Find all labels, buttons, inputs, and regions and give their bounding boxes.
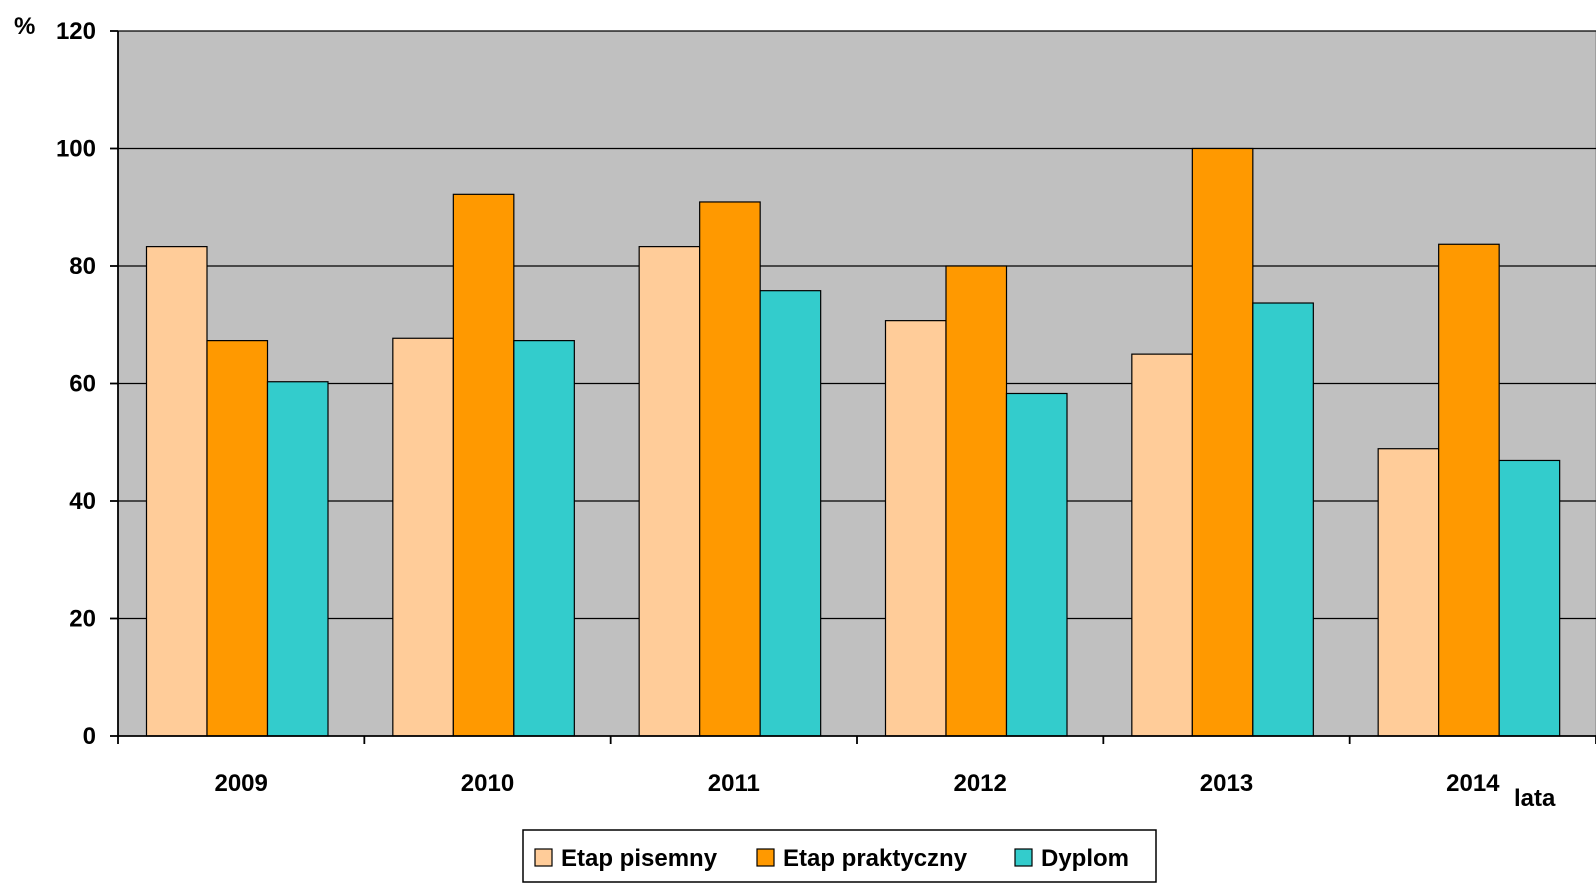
bar-etap-pisemny-2013 — [1131, 353, 1193, 737]
legend-label-etap-pisemny: Etap pisemny — [561, 845, 718, 872]
bar-dyplom-2010 — [513, 340, 575, 737]
axes — [110, 30, 1596, 744]
bar-etap-pisemny-2011 — [638, 246, 701, 737]
bar-etap-praktyczny-2011 — [699, 201, 761, 737]
y-tick-label: 100 — [56, 136, 96, 163]
y-tick-label: 40 — [69, 488, 96, 515]
bar-etap-pisemny-2010 — [392, 337, 454, 737]
y-tick-label: 0 — [83, 723, 96, 750]
x-tick-label: 2012 — [953, 770, 1006, 797]
bar-dyplom-2012 — [1005, 392, 1068, 737]
y-tick-label: 60 — [69, 371, 96, 398]
legend-label-etap-praktyczny: Etap praktyczny — [783, 845, 968, 872]
bar-etap-praktyczny-2014 — [1438, 243, 1500, 737]
legend: Etap pisemny Etap praktyczny Dyplom — [522, 829, 1157, 883]
legend-box — [522, 829, 1157, 883]
bar-etap-praktyczny-2013 — [1191, 147, 1254, 737]
x-axis-title: lata — [1514, 785, 1556, 812]
bars — [145, 147, 1561, 737]
bar-etap-pisemny-2012 — [884, 320, 947, 737]
y-tick-labels: 0 20 40 60 80 100 120 — [56, 18, 96, 750]
y-axis-title: % — [14, 13, 35, 40]
x-tick-labels: 2009 2010 2011 2012 2013 2014 — [214, 770, 1500, 797]
bar-etap-praktyczny-2010 — [452, 193, 515, 737]
legend-swatch-etap-pisemny — [534, 848, 553, 867]
legend-label-dyplom: Dyplom — [1041, 845, 1129, 872]
bar-dyplom-2011 — [759, 290, 822, 737]
x-tick-label: 2009 — [214, 770, 267, 797]
bar-etap-praktyczny-2012 — [945, 265, 1008, 737]
y-tick-label: 20 — [69, 606, 96, 633]
y-tick-label: 80 — [69, 253, 96, 280]
bar-dyplom-2013 — [1252, 302, 1314, 737]
x-tick-label: 2013 — [1200, 770, 1253, 797]
x-tick-label: 2014 — [1446, 770, 1500, 797]
legend-swatch-dyplom — [1014, 848, 1033, 867]
bar-etap-praktyczny-2009 — [206, 340, 269, 737]
y-tick-label: 120 — [56, 18, 96, 45]
gridlines — [118, 30, 1596, 620]
bar-etap-pisemny-2014 — [1377, 448, 1440, 737]
bar-etap-pisemny-2009 — [145, 246, 208, 737]
bar-dyplom-2009 — [266, 381, 329, 737]
bar-dyplom-2014 — [1498, 459, 1561, 737]
legend-swatch-etap-praktyczny — [756, 848, 775, 867]
x-tick-label: 2010 — [461, 770, 514, 797]
x-tick-label: 2011 — [708, 770, 760, 797]
